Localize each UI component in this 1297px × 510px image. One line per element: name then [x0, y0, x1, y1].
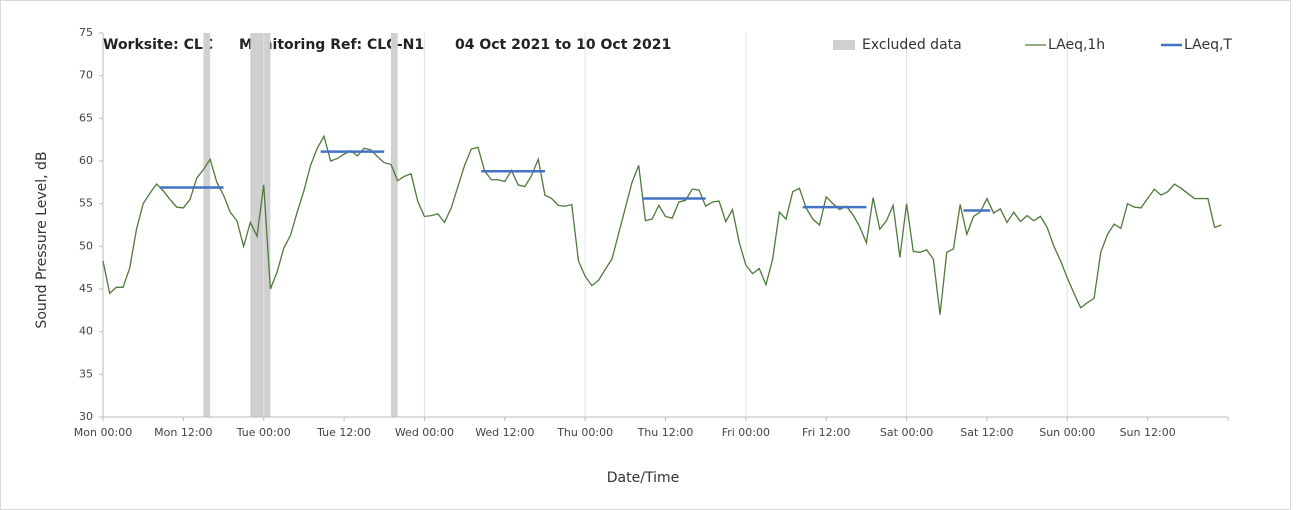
- x-tick-label: Wed 12:00: [475, 426, 534, 439]
- y-axis-title: Sound Pressure Level, dB: [34, 151, 50, 328]
- legend-label: LAeq,T: [1184, 37, 1232, 53]
- legend-label: LAeq,1h: [1048, 37, 1105, 53]
- y-tick-label: 75: [79, 26, 93, 39]
- x-axis-title: Date/Time: [607, 470, 679, 486]
- x-tick-label: Fri 12:00: [802, 426, 850, 439]
- x-tick-label: Thu 12:00: [637, 426, 694, 439]
- x-tick-label: Sat 00:00: [880, 426, 933, 439]
- x-tick-label: Sun 00:00: [1039, 426, 1095, 439]
- x-tick-label: Wed 00:00: [395, 426, 454, 439]
- x-tick-label: Tue 12:00: [316, 426, 371, 439]
- chart-title: Monitoring Ref: CLC-N1: [239, 37, 424, 53]
- excluded-band: [390, 33, 398, 417]
- excluded-band: [250, 33, 271, 417]
- y-tick-label: 70: [79, 69, 93, 82]
- y-tick-label: 65: [79, 111, 93, 124]
- y-tick-label: 60: [79, 154, 93, 167]
- chart-title: Worksite: CLC: [103, 37, 213, 53]
- x-tick-label: Mon 00:00: [74, 426, 132, 439]
- legend-label: Excluded data: [862, 37, 962, 53]
- x-tick-label: Mon 12:00: [154, 426, 212, 439]
- y-tick-label: 50: [79, 239, 93, 252]
- excluded-band: [203, 33, 211, 417]
- x-tick-label: Sun 12:00: [1120, 426, 1176, 439]
- y-tick-label: 45: [79, 282, 93, 295]
- legend-swatch: [833, 40, 855, 50]
- x-tick-label: Fri 00:00: [722, 426, 770, 439]
- y-tick-label: 30: [79, 410, 93, 423]
- x-tick-label: Thu 00:00: [556, 426, 613, 439]
- chart-title: 04 Oct 2021 to 10 Oct 2021: [455, 37, 671, 53]
- x-tick-label: Tue 00:00: [236, 426, 291, 439]
- y-tick-label: 55: [79, 197, 93, 210]
- y-tick-label: 35: [79, 367, 93, 380]
- y-tick-label: 40: [79, 325, 93, 338]
- data-line: [102, 134, 1222, 315]
- x-tick-label: Sat 12:00: [960, 426, 1013, 439]
